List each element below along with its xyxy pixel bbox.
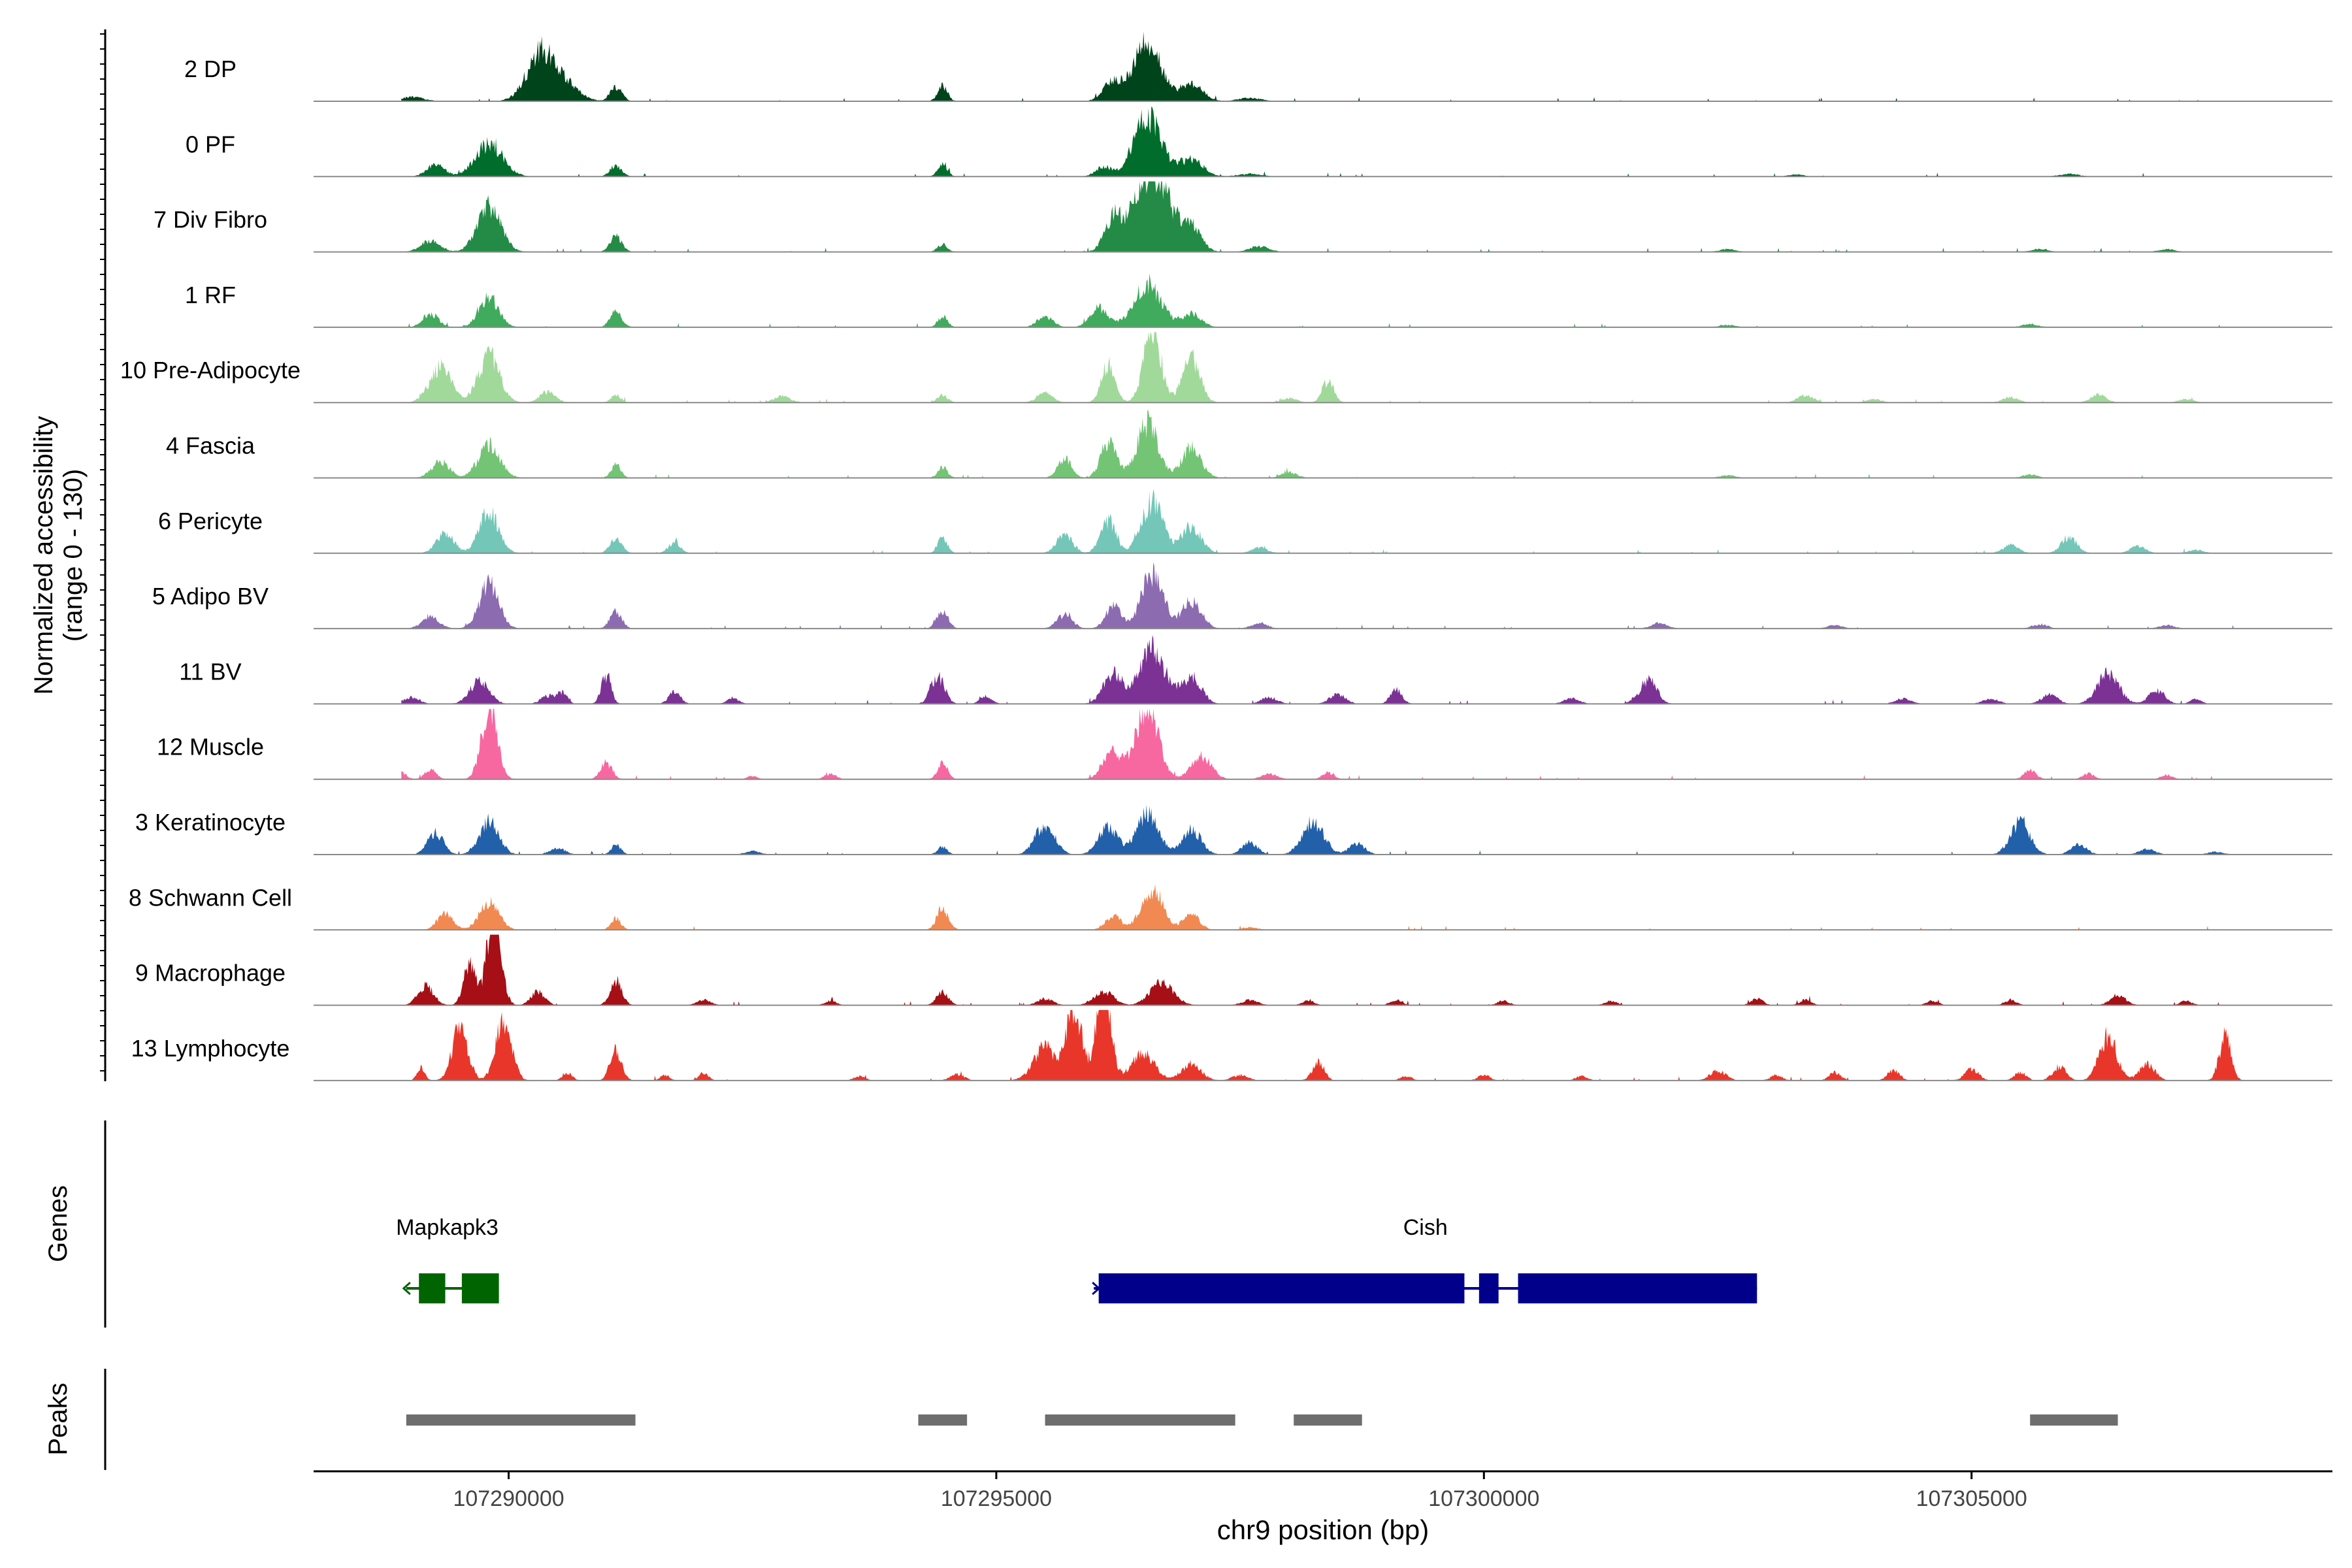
track-label: 4 Fascia (166, 433, 255, 459)
track-labels: 2 DP 0 PF 7 Div Fibro 1 RF 10 Pre-Adipocyte 4… (120, 56, 301, 1062)
gene-exon (1478, 1273, 1499, 1303)
track-label: 6 Pericyte (158, 508, 263, 534)
x-axis: 107290000 107295000 107300000 107305000 chr… (314, 1470, 2332, 1545)
track-label: 13 Lymphocyte (131, 1035, 290, 1062)
coverage-area (401, 562, 2250, 629)
genes-panel-label: Genes (44, 1185, 73, 1262)
coverage-area (401, 708, 2250, 779)
coverage-area (401, 934, 2250, 1005)
strand-arrow (402, 1281, 411, 1296)
track-label: 11 BV (179, 658, 241, 685)
peaks-panel: Peaks (44, 1369, 2118, 1470)
y-axis-label-line2: (range 0 - 130) (59, 469, 88, 642)
track-label: 7 Div Fibro (154, 206, 267, 233)
coverage-area (401, 332, 2250, 403)
y-axis: Normalized accessibility (range 0 - 130) (29, 29, 106, 1081)
coverage-area (401, 1009, 2250, 1081)
track-label: 2 DP (184, 56, 237, 82)
track-label: 12 Muscle (157, 734, 264, 760)
gene-label: Mapkapk3 (396, 1215, 498, 1240)
peak-region (406, 1414, 636, 1426)
x-axis-label: chr9 position (bp) (1217, 1514, 1429, 1545)
y-axis-label-line1: Normalized accessibility (29, 416, 58, 695)
coverage-area (401, 31, 2250, 101)
gene-exon (1518, 1273, 1757, 1303)
track-label: 8 Schwann Cell (129, 884, 292, 911)
genes-panel: Genes Mapkapk3 Cish (44, 1120, 1757, 1328)
x-tick-label: 107295000 (941, 1486, 1052, 1511)
accessibility-tracks (314, 31, 2332, 1081)
strand-arrow (1092, 1281, 1101, 1296)
peak-region (1045, 1414, 1235, 1426)
gene-exon (419, 1273, 446, 1303)
strand-arrow (477, 1281, 487, 1296)
coverage-area (401, 181, 2250, 252)
peak-region (1294, 1414, 1362, 1426)
y-axis-ticks (100, 33, 105, 1071)
peak-region (918, 1414, 968, 1426)
x-tick-label: 107300000 (1428, 1486, 1539, 1511)
coverage-area (401, 410, 2250, 478)
gene-exon (1098, 1273, 1465, 1303)
x-tick-label: 107290000 (453, 1486, 564, 1511)
track-label: 0 PF (186, 131, 235, 157)
x-tick-label: 107305000 (1916, 1486, 2027, 1511)
track-label: 9 Macrophage (135, 960, 286, 987)
peak-region (2030, 1414, 2118, 1426)
coverage-area (401, 884, 2250, 930)
track-label: 3 Keratinocyte (135, 809, 286, 836)
coverage-area (401, 106, 2250, 177)
gene-exon (461, 1273, 499, 1303)
coverage-area (401, 273, 2250, 327)
peaks-panel-label: Peaks (44, 1382, 73, 1455)
track-label: 10 Pre-Adipocyte (120, 357, 301, 384)
gene-label: Cish (1403, 1215, 1448, 1240)
coverage-area (401, 489, 2250, 553)
track-label: 1 RF (185, 282, 236, 308)
coverage-area (401, 635, 2250, 704)
track-label: 5 Adipo BV (152, 583, 269, 610)
coverage-area (401, 804, 2250, 855)
